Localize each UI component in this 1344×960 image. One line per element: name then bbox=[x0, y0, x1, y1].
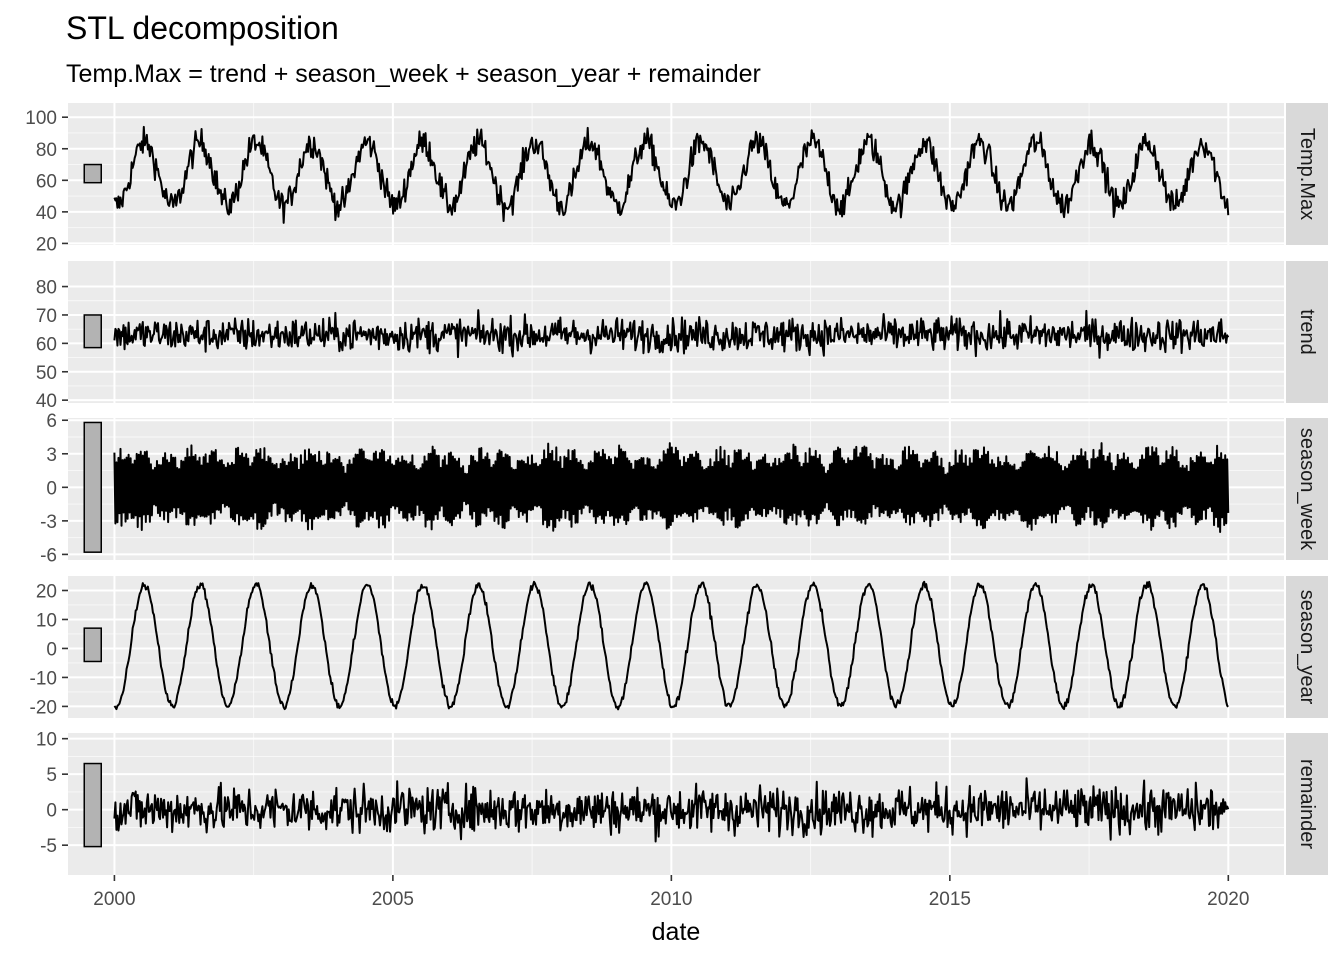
y-tick-label: 3 bbox=[46, 445, 57, 466]
y-tick-label: 10 bbox=[36, 730, 57, 751]
y-tick-label: 70 bbox=[36, 306, 57, 327]
y-tick-label: 6 bbox=[46, 411, 57, 432]
x-tick-label: 2015 bbox=[929, 889, 971, 910]
chart-title: STL decomposition bbox=[66, 10, 339, 46]
x-tick-label: 2000 bbox=[93, 889, 135, 910]
y-tick-label: 100 bbox=[25, 108, 57, 129]
y-tick-label: 80 bbox=[36, 278, 57, 299]
panel-season-week: 6 3 0 -3 -6 season_week bbox=[40, 411, 1328, 566]
facet-strip-label: season_year bbox=[1296, 590, 1318, 705]
y-tick-label: 10 bbox=[36, 610, 57, 631]
series-line-remainder bbox=[113, 777, 1230, 843]
y-tick-label: 80 bbox=[36, 140, 57, 161]
facet-strip bbox=[1286, 103, 1328, 245]
x-tick-label: 2020 bbox=[1207, 889, 1249, 910]
x-axis-title: date bbox=[652, 918, 701, 946]
y-tick-label: 60 bbox=[36, 334, 57, 355]
y-tick-label: 40 bbox=[36, 203, 57, 224]
facet-strip bbox=[1286, 418, 1328, 560]
series-line-season-week bbox=[113, 442, 1230, 534]
panel-temp-max: 20 40 60 80 100 Temp.Max bbox=[25, 103, 1328, 255]
series-line-season-year bbox=[113, 580, 1229, 711]
y-tick-label: 60 bbox=[36, 171, 57, 192]
series-line-temp-max bbox=[113, 125, 1230, 224]
y-tick-label: 20 bbox=[36, 234, 57, 255]
panel-trend: 40 50 60 70 80 trend bbox=[36, 261, 1328, 412]
facet-strip bbox=[1286, 261, 1328, 403]
facet-strip-label: Temp.Max bbox=[1296, 128, 1318, 220]
y-tick-label: -6 bbox=[40, 545, 57, 566]
x-axis: 2000 2005 2010 2015 2020 bbox=[93, 875, 1249, 910]
y-tick-label: -3 bbox=[40, 512, 57, 533]
facet-strip bbox=[1286, 733, 1328, 875]
panel-background bbox=[68, 103, 1284, 245]
facet-strip-label: trend bbox=[1296, 309, 1318, 355]
scale-bar bbox=[83, 163, 102, 184]
y-tick-label: 50 bbox=[36, 363, 57, 384]
y-tick-label: 40 bbox=[36, 391, 57, 412]
y-tick-label: 20 bbox=[36, 581, 57, 602]
y-tick-label: 0 bbox=[46, 639, 57, 660]
y-tick-label: 0 bbox=[46, 801, 57, 822]
scale-bar bbox=[83, 314, 102, 349]
facet-strip-label: remainder bbox=[1296, 759, 1318, 849]
y-tick-label: -20 bbox=[30, 697, 57, 718]
y-tick-label: -10 bbox=[30, 668, 57, 689]
scale-bar bbox=[83, 627, 102, 663]
chart-subtitle: Temp.Max = trend + season_week + season_… bbox=[66, 60, 761, 88]
y-tick-label: 5 bbox=[46, 765, 57, 786]
scale-bar bbox=[83, 421, 102, 553]
series-line-trend bbox=[113, 309, 1230, 359]
x-tick-label: 2005 bbox=[372, 889, 414, 910]
scale-bar bbox=[83, 762, 102, 848]
facet-strip bbox=[1286, 576, 1328, 718]
facet-strip-label: season_week bbox=[1296, 428, 1318, 551]
panel-season-year: 20 10 0 -10 -20 season_year bbox=[30, 576, 1328, 718]
panel-remainder: 10 5 0 -5 remainder bbox=[36, 730, 1328, 875]
y-tick-label: 0 bbox=[46, 478, 57, 499]
y-tick-label: -5 bbox=[40, 836, 57, 857]
facet-panels: 20406080100Temp.Max4050607080trend630-3-… bbox=[25, 103, 1328, 875]
x-tick-label: 2010 bbox=[650, 889, 692, 910]
